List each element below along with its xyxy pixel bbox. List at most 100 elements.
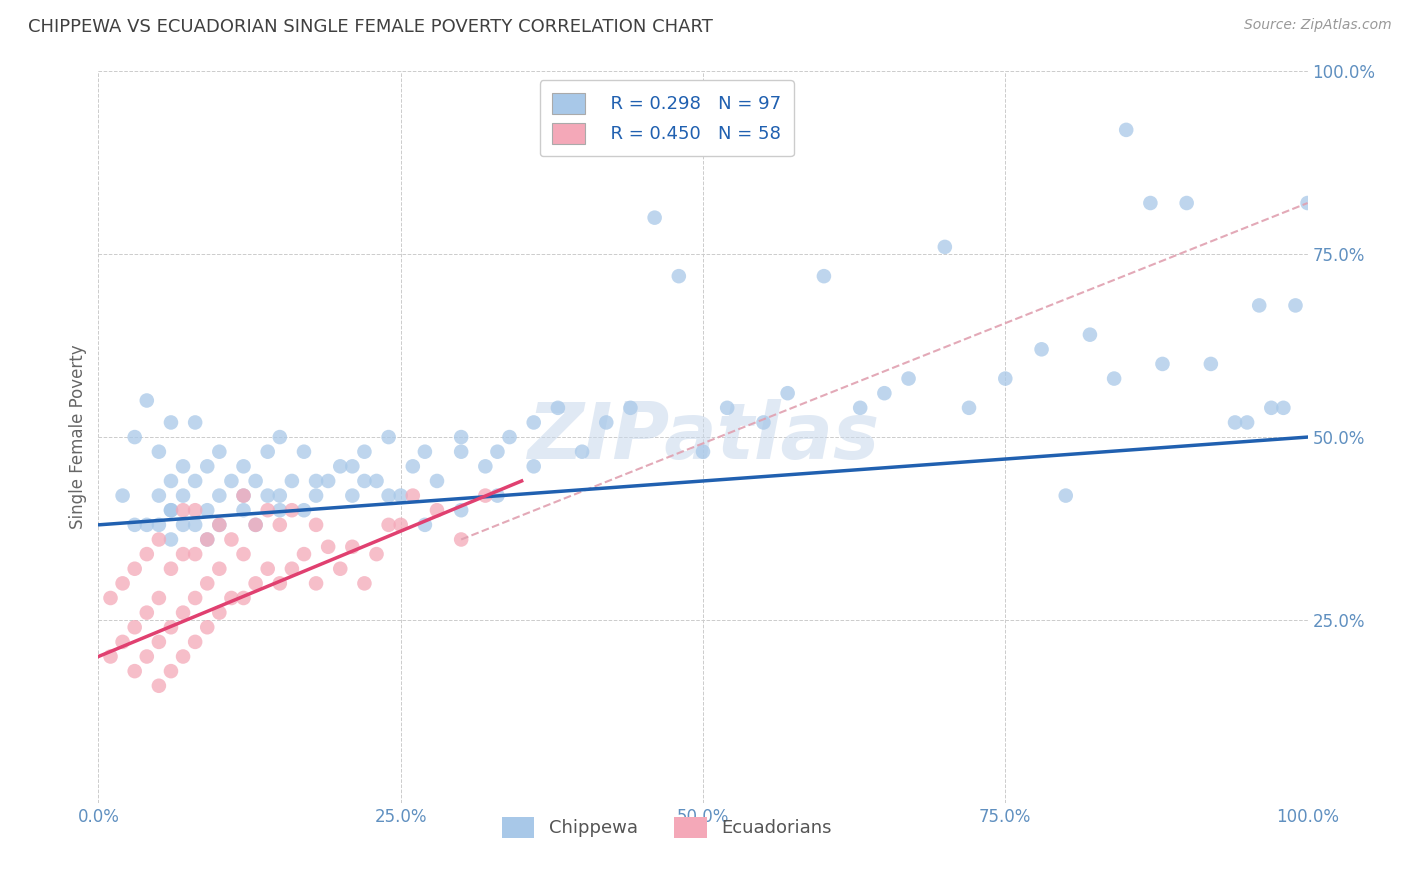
Point [221, 591, 243, 605]
Point [111, 635, 134, 649]
Point [377, 489, 399, 503]
Point [389, 517, 412, 532]
Point [957, 401, 980, 415]
Point [256, 503, 278, 517]
Point [716, 401, 738, 415]
Point [195, 533, 218, 547]
Point [184, 635, 207, 649]
Point [184, 474, 207, 488]
Text: CHIPPEWA VS ECUADORIAN SINGLE FEMALE POVERTY CORRELATION CHART: CHIPPEWA VS ECUADORIAN SINGLE FEMALE POV… [28, 18, 713, 36]
Point [450, 444, 472, 458]
Point [208, 517, 231, 532]
Point [498, 430, 520, 444]
Point [450, 533, 472, 547]
Point [124, 430, 146, 444]
Point [342, 459, 364, 474]
Point [148, 489, 170, 503]
Point [1260, 401, 1282, 415]
Point [269, 430, 291, 444]
Point [486, 489, 509, 503]
Point [269, 517, 291, 532]
Point [1102, 371, 1125, 385]
Point [256, 444, 278, 458]
Point [184, 503, 207, 517]
Point [523, 459, 546, 474]
Point [1236, 416, 1258, 430]
Point [160, 503, 183, 517]
Point [305, 576, 328, 591]
Point [160, 416, 183, 430]
Point [1175, 196, 1198, 211]
Point [124, 517, 146, 532]
Point [172, 606, 194, 620]
Point [1031, 343, 1053, 357]
Point [135, 649, 157, 664]
Point [195, 503, 218, 517]
Point [547, 401, 569, 415]
Point [208, 562, 231, 576]
Point [184, 416, 207, 430]
Point [668, 269, 690, 284]
Point [389, 489, 412, 503]
Point [402, 489, 425, 503]
Point [135, 547, 157, 561]
Point [256, 489, 278, 503]
Point [100, 591, 122, 605]
Point [148, 679, 170, 693]
Point [160, 503, 183, 517]
Point [292, 444, 315, 458]
Point [342, 489, 364, 503]
Point [148, 533, 170, 547]
Point [221, 474, 243, 488]
Point [292, 503, 315, 517]
Point [353, 576, 375, 591]
Point [1223, 416, 1246, 430]
Point [450, 503, 472, 517]
Point [232, 591, 254, 605]
Point [232, 489, 254, 503]
Point [281, 474, 304, 488]
Point [813, 269, 835, 284]
Point [135, 517, 157, 532]
Point [281, 562, 304, 576]
Text: ZIPatlas: ZIPatlas [527, 399, 879, 475]
Point [208, 517, 231, 532]
Point [124, 664, 146, 678]
Point [172, 459, 194, 474]
Point [486, 444, 509, 458]
Point [776, 386, 799, 401]
Point [426, 474, 449, 488]
Point [523, 416, 546, 430]
Point [160, 562, 183, 576]
Point [1296, 196, 1319, 211]
Point [232, 503, 254, 517]
Point [474, 489, 496, 503]
Point [377, 517, 399, 532]
Point [148, 635, 170, 649]
Point [292, 547, 315, 561]
Point [124, 562, 146, 576]
Point [208, 444, 231, 458]
Point [305, 474, 328, 488]
Point [269, 503, 291, 517]
Point [934, 240, 956, 254]
Point [873, 386, 896, 401]
Point [135, 606, 157, 620]
Point [402, 459, 425, 474]
Point [124, 620, 146, 634]
Point [256, 562, 278, 576]
Point [208, 489, 231, 503]
Point [353, 444, 375, 458]
Point [849, 401, 872, 415]
Point [172, 503, 194, 517]
Point [269, 489, 291, 503]
Point [245, 517, 267, 532]
Point [245, 474, 267, 488]
Point [571, 444, 593, 458]
Point [1115, 123, 1137, 137]
Text: Source: ZipAtlas.com: Source: ZipAtlas.com [1244, 18, 1392, 32]
Point [329, 459, 352, 474]
Point [160, 533, 183, 547]
Point [172, 547, 194, 561]
Point [281, 503, 304, 517]
